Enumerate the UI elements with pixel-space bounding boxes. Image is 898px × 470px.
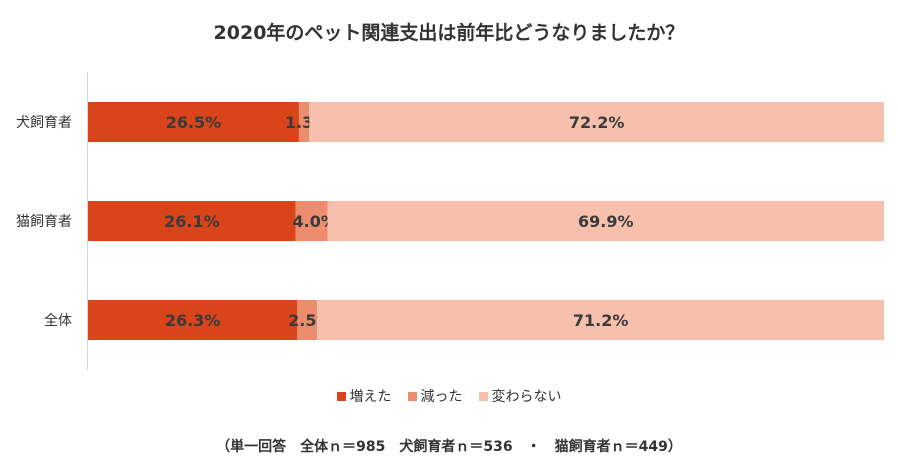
footnote: （単一回答 全体ｎ＝985 犬飼育者ｎ＝536 ・ 猫飼育者ｎ＝449） xyxy=(216,439,682,455)
legend-item-increased: 増えた xyxy=(336,386,392,406)
bar-decreased-overall xyxy=(297,300,318,340)
data-label-unchanged-cat-owners: 69.9% xyxy=(578,212,634,231)
bar-unchanged-cat-owners xyxy=(327,201,884,241)
legend-item-decreased: 減った xyxy=(407,386,463,406)
category-label-dog-owners: 犬飼育者 xyxy=(16,115,72,131)
legend-label-increased: 増えた xyxy=(349,389,392,405)
data-label-increased-cat-owners: 26.1% xyxy=(164,212,220,231)
bar-unchanged-dog-owners xyxy=(309,102,885,142)
category-label-overall: 全体 xyxy=(44,312,72,329)
legend: 増えた 減った 変わらない xyxy=(0,386,898,406)
stacked-bar-chart: 犬飼育者 26.5% 1.3% 72.2%猫飼育者 26.1% 4.0% 69.9%全体 26… xyxy=(16,72,885,370)
data-label-decreased-cat-owners: 4.0% xyxy=(292,212,336,231)
legend-label-decreased: 減った xyxy=(420,389,463,405)
legend-swatch-unchanged xyxy=(478,391,488,401)
bars-group: 犬飼育者 26.5% 1.3% 72.2%猫飼育者 26.1% 4.0% 69.9%全体 26… xyxy=(16,102,885,340)
bar-increased-cat-owners xyxy=(88,201,296,241)
category-label-cat-owners: 猫飼育者 xyxy=(16,214,72,230)
bar-unchanged-overall xyxy=(317,300,884,340)
bar-decreased-cat-owners xyxy=(295,201,328,241)
data-label-unchanged-dog-owners: 72.2% xyxy=(569,113,625,132)
data-label-increased-dog-owners: 26.5% xyxy=(166,113,222,132)
bar-decreased-dog-owners xyxy=(298,102,310,142)
legend-label-unchanged: 変わらない xyxy=(491,389,562,405)
legend-item-unchanged: 変わらない xyxy=(478,386,562,406)
legend-swatch-increased xyxy=(336,391,346,401)
bar-increased-dog-owners xyxy=(88,102,299,142)
legend-swatch-decreased xyxy=(407,391,417,401)
bar-increased-overall xyxy=(88,300,298,340)
data-label-increased-overall: 26.3% xyxy=(165,311,221,330)
chart-title: 2020年のペット関連支出は前年比どうなりましたか？ xyxy=(213,22,685,44)
data-label-unchanged-overall: 71.2% xyxy=(573,311,629,330)
